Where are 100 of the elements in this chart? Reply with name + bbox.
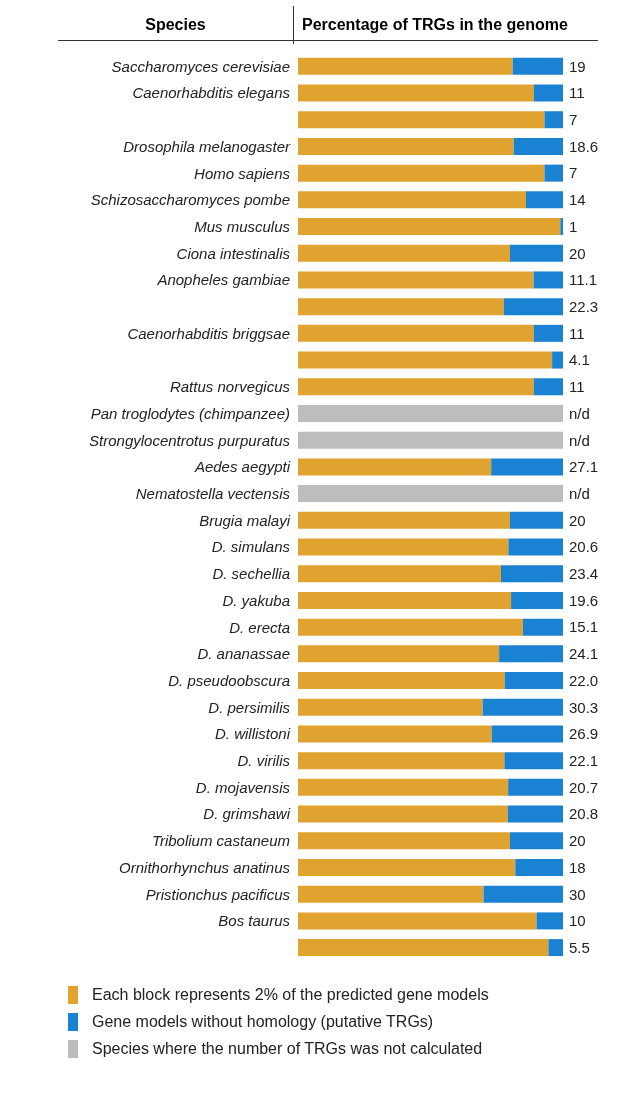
data-label: 23.4 <box>569 565 599 583</box>
data-label: 10 <box>569 912 586 930</box>
y-tick-label: D. pseudoobscura <box>168 671 290 689</box>
bar <box>483 885 563 903</box>
y-tick-label: D. virilis <box>237 752 291 770</box>
bar <box>515 858 563 876</box>
data-label: 20.8 <box>569 805 599 823</box>
data-label: 4.1 <box>569 351 590 369</box>
bar <box>298 725 492 743</box>
y-tick-label: D. simulans <box>211 538 291 556</box>
y-tick-label: Bos taurus <box>218 912 291 930</box>
y-tick-label: D. mojavensis <box>195 778 291 796</box>
y-tick-label: D. grimshawi <box>203 805 291 823</box>
y-tick-label: D. sechellia <box>212 565 290 583</box>
data-label: 20 <box>569 244 586 262</box>
data-label: 18 <box>569 858 586 876</box>
data-label: 20 <box>569 832 586 850</box>
bar <box>504 672 563 690</box>
bar <box>298 431 563 449</box>
bar <box>298 271 534 289</box>
data-label: 11 <box>569 84 585 102</box>
bar <box>525 191 563 209</box>
y-tick-label: Rattus norvegicus <box>169 378 291 396</box>
bar <box>298 858 516 876</box>
bar <box>298 565 501 583</box>
data-label: 19 <box>569 57 586 75</box>
bar <box>298 485 563 503</box>
data-label: 7 <box>569 164 578 182</box>
y-tick-label: Schizosaccharomyces pombe <box>90 191 290 209</box>
y-tick-label: Pan troglodytes (chimpanzee) <box>90 404 290 422</box>
bar <box>298 218 561 236</box>
y-tick-label: Mus musculus <box>194 217 291 235</box>
bar <box>298 164 545 182</box>
data-label: 30 <box>569 885 586 903</box>
bar <box>298 324 534 342</box>
data-label: 11 <box>569 378 585 396</box>
bar <box>508 538 563 556</box>
data-label: 22.0 <box>569 671 599 689</box>
y-tick-label: Strongylocentrotus purpuratus <box>89 431 291 449</box>
bar <box>298 351 553 369</box>
bar <box>298 778 509 796</box>
data-label: 14 <box>569 191 586 209</box>
y-tick-label: Brugia malayi <box>199 511 291 529</box>
bar <box>544 111 563 129</box>
bar <box>560 218 563 236</box>
bar <box>298 57 513 75</box>
bar <box>298 939 549 957</box>
bar <box>544 164 563 182</box>
bar <box>298 111 545 129</box>
data-label: 20.6 <box>569 538 599 556</box>
bar <box>548 939 563 957</box>
bar <box>522 618 563 636</box>
bar <box>298 244 510 262</box>
bar <box>491 458 563 476</box>
bar <box>298 645 500 663</box>
bar <box>507 805 563 823</box>
legend-label: Species where the number of TRGs was not calculated <box>92 1039 483 1058</box>
y-tick-label: Drosophila melanogaster <box>123 137 291 155</box>
bar <box>298 672 505 690</box>
bar <box>298 458 492 476</box>
y-tick-label: D. ananassae <box>197 645 290 663</box>
y-tick-label: D. persimilis <box>208 698 291 716</box>
bar <box>298 298 504 316</box>
data-label: 20 <box>569 511 586 529</box>
data-label: 5.5 <box>569 938 590 956</box>
bar <box>510 244 563 262</box>
y-tick-label: Aedes aegypti <box>193 458 291 476</box>
y-tick-label: Caenorhabditis elegans <box>132 84 291 102</box>
y-tick-label: Nematostella vectensis <box>135 484 291 502</box>
legend-label: Each block represents 2% of the predicted gene models <box>92 985 489 1004</box>
bar <box>298 832 510 850</box>
data-label: n/d <box>569 404 590 422</box>
bar <box>510 832 563 850</box>
bar <box>298 912 537 930</box>
bar <box>482 698 563 716</box>
data-label: 24.1 <box>569 645 599 663</box>
y-tick-label: Tribolium castaneum <box>151 832 290 850</box>
data-label: 30.3 <box>569 698 599 716</box>
bar <box>508 778 563 796</box>
data-label: 15.1 <box>569 618 599 636</box>
y-tick-label: Saccharomyces cerevisiae <box>111 57 290 75</box>
bar <box>533 84 563 102</box>
bar <box>298 404 563 422</box>
bar <box>552 351 563 369</box>
y-tick-label: D. yakuba <box>222 591 290 609</box>
data-label: 22.1 <box>569 751 599 769</box>
bar <box>536 912 563 930</box>
bar <box>298 698 483 716</box>
data-label: 7 <box>569 111 578 129</box>
bar <box>500 565 563 583</box>
bar <box>298 805 508 823</box>
bar <box>511 591 563 609</box>
chart-title: Percentage of TRGs in the genome <box>293 6 568 44</box>
y-tick-label: Homo sapiens <box>194 164 291 182</box>
bar <box>298 752 505 770</box>
bar <box>298 191 526 209</box>
bar <box>510 511 563 529</box>
bar <box>513 137 563 155</box>
bar <box>298 137 514 155</box>
y-tick-label: Caenorhabditis briggsae <box>127 324 290 342</box>
